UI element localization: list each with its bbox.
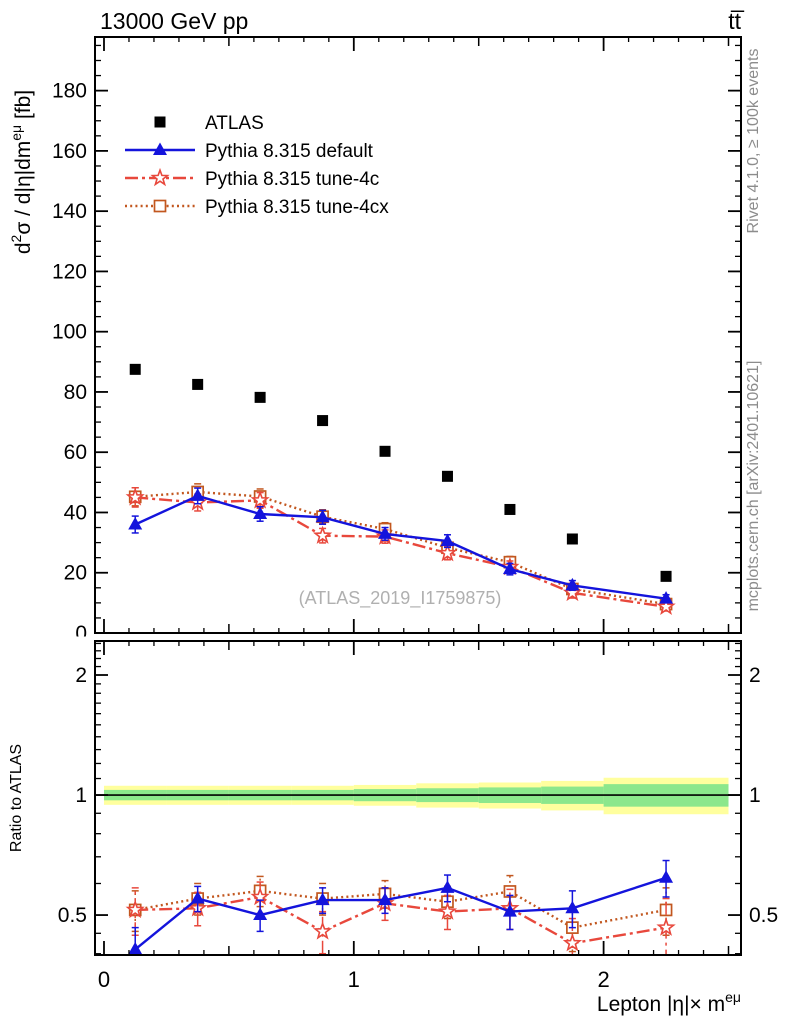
data-point-triangle — [315, 509, 330, 523]
data-point-triangle — [315, 892, 330, 906]
data-point-triangle — [565, 577, 580, 591]
data-point-triangle — [190, 488, 205, 501]
data-point-triangle — [253, 506, 268, 519]
data-point-square — [254, 391, 266, 403]
data-point-square — [566, 533, 578, 545]
rivet-version-note: Rivet 4.1.0, ≥ 100k events — [745, 49, 762, 234]
ratio-tick-label: 1 — [75, 784, 87, 807]
data-point-open-star — [250, 490, 270, 509]
legend-label-pythia-default: Pythia 8.315 default — [205, 141, 374, 162]
data-point-open-star — [312, 921, 333, 940]
ratio-axis-title: Ratio to ATLAS — [8, 744, 25, 852]
data-point-triangle — [378, 892, 393, 906]
y-axis-title: d2σ / d|η|dmeμ [fb] — [8, 90, 35, 254]
data-point-triangle — [659, 870, 674, 883]
data-point-triangle — [659, 591, 674, 604]
legend-markers — [125, 116, 195, 213]
process-title: tt̅ — [728, 8, 744, 34]
ratio-panel: 0.5 0.5 1 1 2 2 0 1 2 — [58, 640, 778, 992]
data-point-triangle — [502, 561, 517, 575]
data-point-triangle — [153, 142, 167, 155]
data-point-triangle — [128, 517, 143, 530]
data-point-triangle — [253, 907, 268, 921]
data-point-triangle — [128, 941, 143, 955]
data-point-open-star — [125, 899, 145, 919]
y-tick-label: 140 — [52, 200, 87, 223]
data-point-square — [441, 470, 453, 482]
data-point-open-star — [656, 596, 676, 616]
beam-title: 13000 GeV pp — [100, 8, 248, 34]
ratio-tick-label: 0.5 — [749, 904, 778, 927]
series-pythia-8-315-default — [128, 487, 674, 604]
y-tick-label: 100 — [52, 321, 87, 344]
data-point-open-star — [437, 543, 458, 562]
y-tick-label: 40 — [64, 501, 87, 524]
data-point-open-star — [312, 525, 333, 544]
x-axis-title: Lepton |η|× meμ — [597, 989, 741, 1016]
legend-label-atlas: ATLAS — [205, 113, 264, 134]
data-point-square — [317, 415, 329, 427]
ratio-frame — [94, 640, 742, 956]
data-point-open-star — [562, 933, 583, 952]
y-tick-label: 60 — [64, 441, 87, 464]
ratio-tick-label: 2 — [75, 664, 87, 687]
series-line — [134, 889, 667, 929]
mcplots-reference-note: mcplots.cern.ch [arXiv:2401.10621] — [745, 361, 762, 612]
y-tick-label: 0 — [75, 622, 87, 645]
data-point-square — [129, 363, 141, 375]
data-point-open-star — [562, 582, 583, 602]
data-point-square — [154, 116, 166, 128]
x-tick-label: 0 — [98, 967, 110, 992]
data-point-triangle — [190, 891, 205, 904]
y-tick-label: 80 — [64, 381, 87, 404]
y-tick-label: 120 — [52, 260, 87, 283]
upper-axes: 0 20 40 60 80 100 120 140 160 180 — [52, 36, 742, 645]
ratio-tick-label: 1 — [749, 784, 761, 807]
series-line — [134, 494, 667, 600]
x-tick-label: 2 — [597, 967, 609, 992]
upper-panel: 0 20 40 60 80 100 120 140 160 180 — [52, 36, 742, 645]
data-point-triangle — [440, 533, 455, 547]
analysis-id-watermark: (ATLAS_2019_I1759875) — [299, 588, 502, 609]
data-point-triangle — [502, 904, 517, 917]
ratio-pad-background — [0, 636, 786, 1024]
data-point-square — [192, 378, 204, 390]
data-point-open-star — [150, 167, 170, 187]
x-tick-label: 1 — [348, 967, 360, 992]
data-point-open-star — [656, 917, 676, 936]
data-point-square — [504, 503, 516, 515]
data-point-triangle — [378, 526, 393, 539]
data-point-triangle — [440, 880, 455, 893]
series-atlas — [129, 363, 672, 582]
data-point-open-star — [125, 487, 145, 506]
series-pythia-8-315-default — [128, 859, 674, 955]
ratio-tick-label: 0.5 — [58, 904, 87, 927]
legend-label-pythia-tune-4c: Pythia 8.315 tune-4c — [205, 169, 379, 190]
data-point-triangle — [565, 900, 580, 914]
y-tick-label: 20 — [64, 562, 87, 585]
data-point-open-star — [437, 901, 458, 920]
ratio-tick-label: 2 — [749, 664, 761, 687]
data-point-square — [379, 445, 391, 457]
y-tick-label: 160 — [52, 140, 87, 163]
upper-frame — [94, 36, 742, 634]
data-point-open-square — [153, 199, 167, 213]
series-line — [135, 490, 667, 606]
legend-label-pythia-tune-4cx: Pythia 8.315 tune-4cx — [205, 197, 389, 218]
ratio-axes: 0.5 0.5 1 1 2 2 0 1 2 — [58, 640, 778, 992]
y-tick-label: 180 — [52, 80, 87, 103]
data-point-square — [660, 570, 672, 582]
